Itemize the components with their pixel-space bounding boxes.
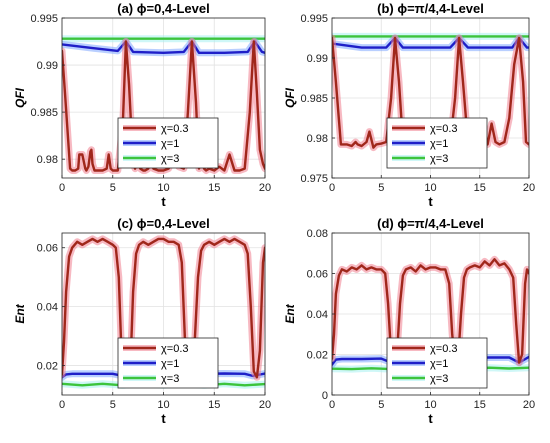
x-tick-label: 0: [59, 182, 65, 194]
x-axis-label: t: [161, 411, 166, 426]
x-tick-label: 20: [523, 399, 535, 411]
legend-label-chi3: χ=3: [161, 153, 179, 165]
y-tick-label: 0.98: [307, 133, 328, 145]
panel-c: 0 5 10 15 20 0.02 0.04 0.06 (c) ϕ=0,4-Level t Ent χ…: [13, 216, 271, 426]
x-tick-label: 15: [474, 182, 486, 194]
y-tick-label: 0.995: [30, 13, 58, 25]
panel-title: (d) ϕ=π/4,4-Level: [377, 216, 484, 231]
y-tick-label: 0.975: [300, 173, 328, 185]
y-tick-label: 0.99: [307, 53, 328, 65]
series-line-chi03: [332, 258, 529, 364]
x-tick-label: 5: [110, 399, 116, 411]
x-tick-label: 10: [424, 399, 436, 411]
y-tick-label: 0.02: [307, 350, 328, 362]
y-tick-label: 0.98: [37, 154, 58, 166]
x-tick-label: 5: [378, 399, 384, 411]
x-tick-label: 20: [523, 182, 535, 194]
x-tick-label: 20: [259, 399, 271, 411]
panel-d: 0 5 10 15 20 0 0.02 0.04 0.06 0.08 (d) ϕ=π/4,4-Lev…: [283, 216, 535, 426]
y-tick-label: 0.04: [37, 302, 58, 314]
y-axis-label: Ent: [283, 303, 297, 323]
y-tick-label: 0.08: [307, 228, 328, 240]
y-tick-label: 0.02: [37, 361, 58, 373]
legend: χ=0.3 χ=1 χ=3: [386, 337, 488, 389]
panel-b: 0 5 10 15 20 0.975 0.98 0.985 0.99 0.995 (b) ϕ=π/4…: [283, 1, 535, 209]
legend-label-chi03: χ=0.3: [161, 343, 189, 355]
y-tick-label: 0.995: [300, 13, 328, 25]
x-tick-label: 0: [59, 399, 65, 411]
y-tick-label: 0.04: [307, 309, 328, 321]
legend: χ=0.3 χ=1 χ=3: [117, 117, 219, 169]
series-line-chi03: [62, 237, 265, 379]
legend-label-chi03: χ=0.3: [430, 343, 458, 355]
panel-title: (a) ϕ=0,4-Level: [117, 1, 209, 16]
y-tick-label: 0.06: [307, 269, 328, 281]
legend-label-chi03: χ=0.3: [430, 123, 458, 135]
series-group: [62, 35, 265, 174]
y-axis-label: QFI: [283, 87, 297, 108]
x-tick-label: 15: [208, 182, 220, 194]
x-tick-label: 0: [329, 182, 335, 194]
legend-label-chi3: χ=3: [161, 373, 179, 385]
x-tick-label: 5: [378, 182, 384, 194]
legend-label-chi1: χ=1: [430, 358, 448, 370]
y-tick-label: 0.985: [300, 93, 328, 105]
x-tick-label: 0: [329, 399, 335, 411]
series-line-chi03: [62, 40, 265, 172]
y-axis-label: Ent: [13, 303, 27, 323]
legend-label-chi03: χ=0.3: [161, 123, 189, 135]
x-tick-label: 15: [208, 399, 220, 411]
y-tick-label: 0.985: [30, 107, 58, 119]
y-axis-label: QFI: [13, 87, 27, 108]
legend: χ=0.3 χ=1 χ=3: [117, 337, 219, 389]
panel-a: 0 5 10 15 20 0.98 0.985 0.99 0.995 (a) ϕ=0,4-Leve…: [13, 1, 271, 209]
x-tick-label: 15: [474, 399, 486, 411]
legend-label-chi1: χ=1: [430, 138, 448, 150]
legend-label-chi3: χ=3: [430, 373, 448, 385]
panel-title: (c) ϕ=0,4-Level: [117, 216, 209, 231]
legend: χ=0.3 χ=1 χ=3: [386, 117, 488, 169]
x-tick-label: 10: [424, 182, 436, 194]
x-tick-label: 10: [157, 399, 169, 411]
x-tick-label: 20: [259, 182, 271, 194]
legend-label-chi1: χ=1: [161, 138, 179, 150]
x-axis-label: t: [428, 411, 433, 426]
y-tick-label: 0: [322, 390, 328, 402]
y-tick-label: 0.06: [37, 243, 58, 255]
x-axis-label: t: [428, 194, 433, 209]
y-tick-label: 0.99: [37, 60, 58, 72]
legend-label-chi3: χ=3: [430, 153, 448, 165]
x-tick-label: 5: [110, 182, 116, 194]
panel-title: (b) ϕ=π/4,4-Level: [377, 1, 484, 16]
x-tick-label: 10: [157, 182, 169, 194]
legend-label-chi1: χ=1: [161, 358, 179, 370]
x-axis-label: t: [161, 194, 166, 209]
